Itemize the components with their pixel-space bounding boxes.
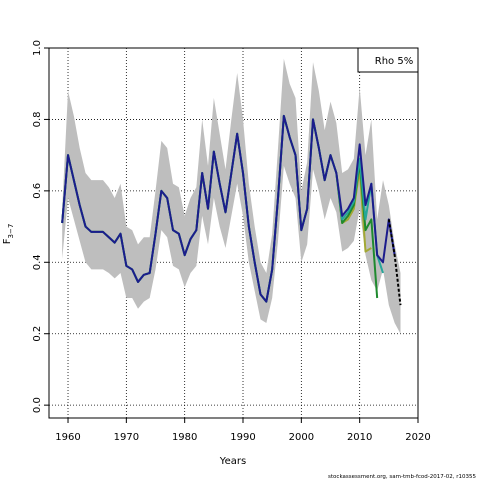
- y-label-subscript: 3−7: [7, 224, 15, 239]
- y-label-main: F: [2, 238, 13, 244]
- x-tick-label: 2000: [289, 432, 314, 443]
- y-tick-label: 1.0: [32, 40, 43, 56]
- y-axis-label: F3−7: [2, 224, 15, 245]
- x-tick-label: 1990: [230, 432, 255, 443]
- legend-box: [357, 47, 419, 73]
- x-axis-label: Years: [219, 456, 246, 467]
- x-tick-label: 1970: [114, 432, 139, 443]
- y-tick-label: 0.6: [32, 183, 43, 199]
- footer: stockassessment.org, sam-tmb-fcod-2017-0…: [328, 474, 476, 480]
- x-tick-label: 2020: [405, 432, 430, 443]
- x-tick-label: 2010: [347, 432, 372, 443]
- x-tick-label: 1980: [172, 432, 197, 443]
- y-tick-label: 0.0: [32, 397, 43, 413]
- y-tick-label: 0.8: [32, 111, 43, 127]
- series-line: [61, 114, 396, 303]
- y-tick-label: 0.4: [32, 254, 43, 270]
- confidence-band: [62, 58, 401, 334]
- series-line: [387, 219, 402, 306]
- x-tick-label: 1960: [55, 432, 80, 443]
- legend-text: Rho 5%: [375, 56, 413, 67]
- y-tick-label: 0.2: [32, 326, 43, 342]
- plot-frame: [48, 47, 419, 419]
